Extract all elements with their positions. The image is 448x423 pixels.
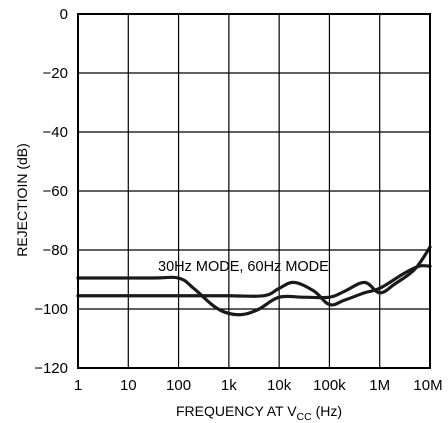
y-tick-label: −40 — [43, 124, 68, 141]
x-axis-label-subscript: CC — [297, 411, 313, 423]
series-curve-2 — [76, 264, 432, 307]
y-tick-labels: 0 −20 −40 −60 −80 −100 −120 — [34, 6, 68, 377]
y-tick-label: −20 — [43, 65, 68, 82]
y-tick-label: −80 — [43, 242, 68, 259]
y-tick-label: −60 — [43, 183, 68, 200]
x-tick-label: 100 — [166, 377, 191, 394]
mode-annotation: 30Hz MODE, 60Hz MODE — [158, 259, 329, 275]
y-axis-label: REJECTIOIN (dB) — [14, 143, 30, 257]
y-tick-label: −120 — [34, 360, 68, 377]
y-tick-label: −100 — [34, 301, 68, 318]
x-tick-label: 10k — [267, 377, 292, 394]
x-axis-label-unit: (Hz) — [312, 403, 342, 419]
series-curve-1 — [76, 245, 432, 317]
curves — [76, 245, 432, 317]
x-tick-label: 1k — [221, 377, 237, 394]
x-tick-label: 1M — [369, 377, 390, 394]
plot-frame — [77, 13, 431, 369]
x-axis-label: FREQUENCY AT VCC (Hz) — [176, 403, 342, 423]
x-tick-label: 100k — [313, 377, 346, 394]
x-tick-label: 10 — [120, 377, 137, 394]
x-tick-label: 10M — [413, 377, 442, 394]
grid — [77, 13, 431, 369]
x-tick-labels: 1 10 100 1k 10k 100k 1M 10M — [74, 377, 443, 394]
y-tick-label: 0 — [60, 6, 68, 23]
x-axis-label-main: FREQUENCY AT V — [176, 403, 297, 419]
x-tick-label: 1 — [74, 377, 82, 394]
